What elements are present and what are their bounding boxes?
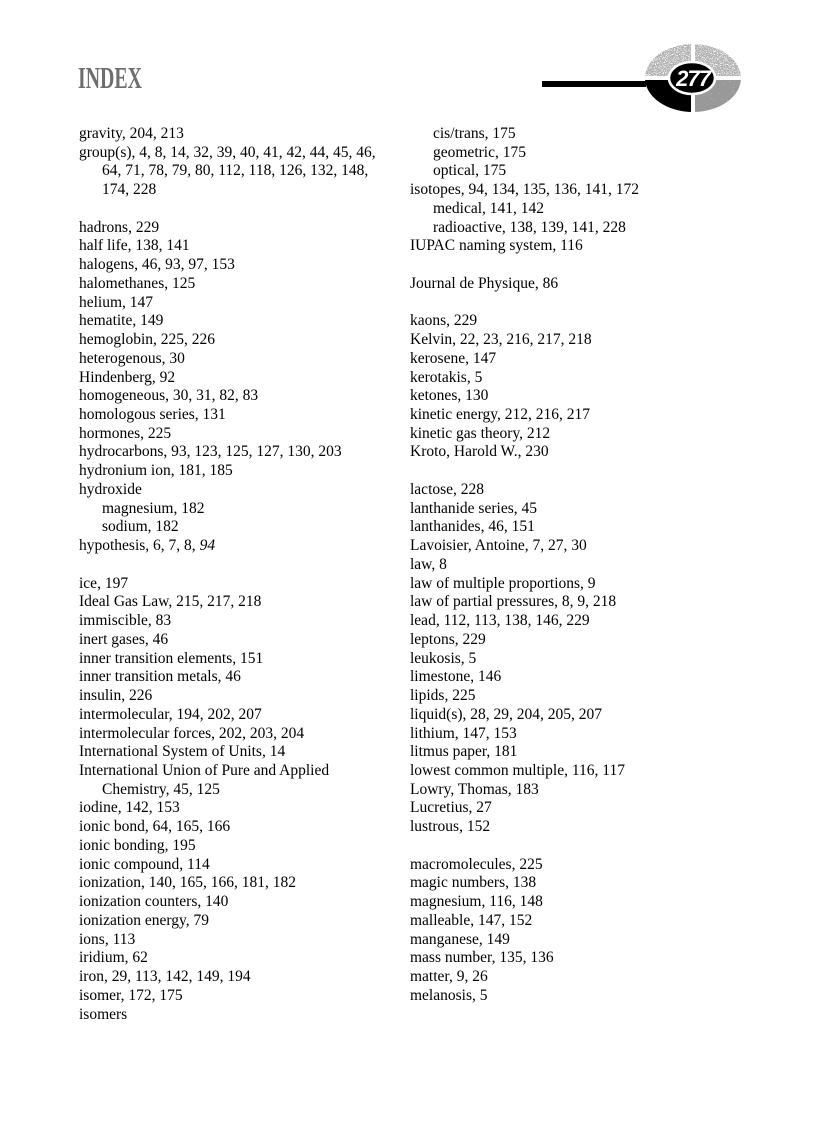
svg-text:277: 277: [675, 66, 712, 91]
